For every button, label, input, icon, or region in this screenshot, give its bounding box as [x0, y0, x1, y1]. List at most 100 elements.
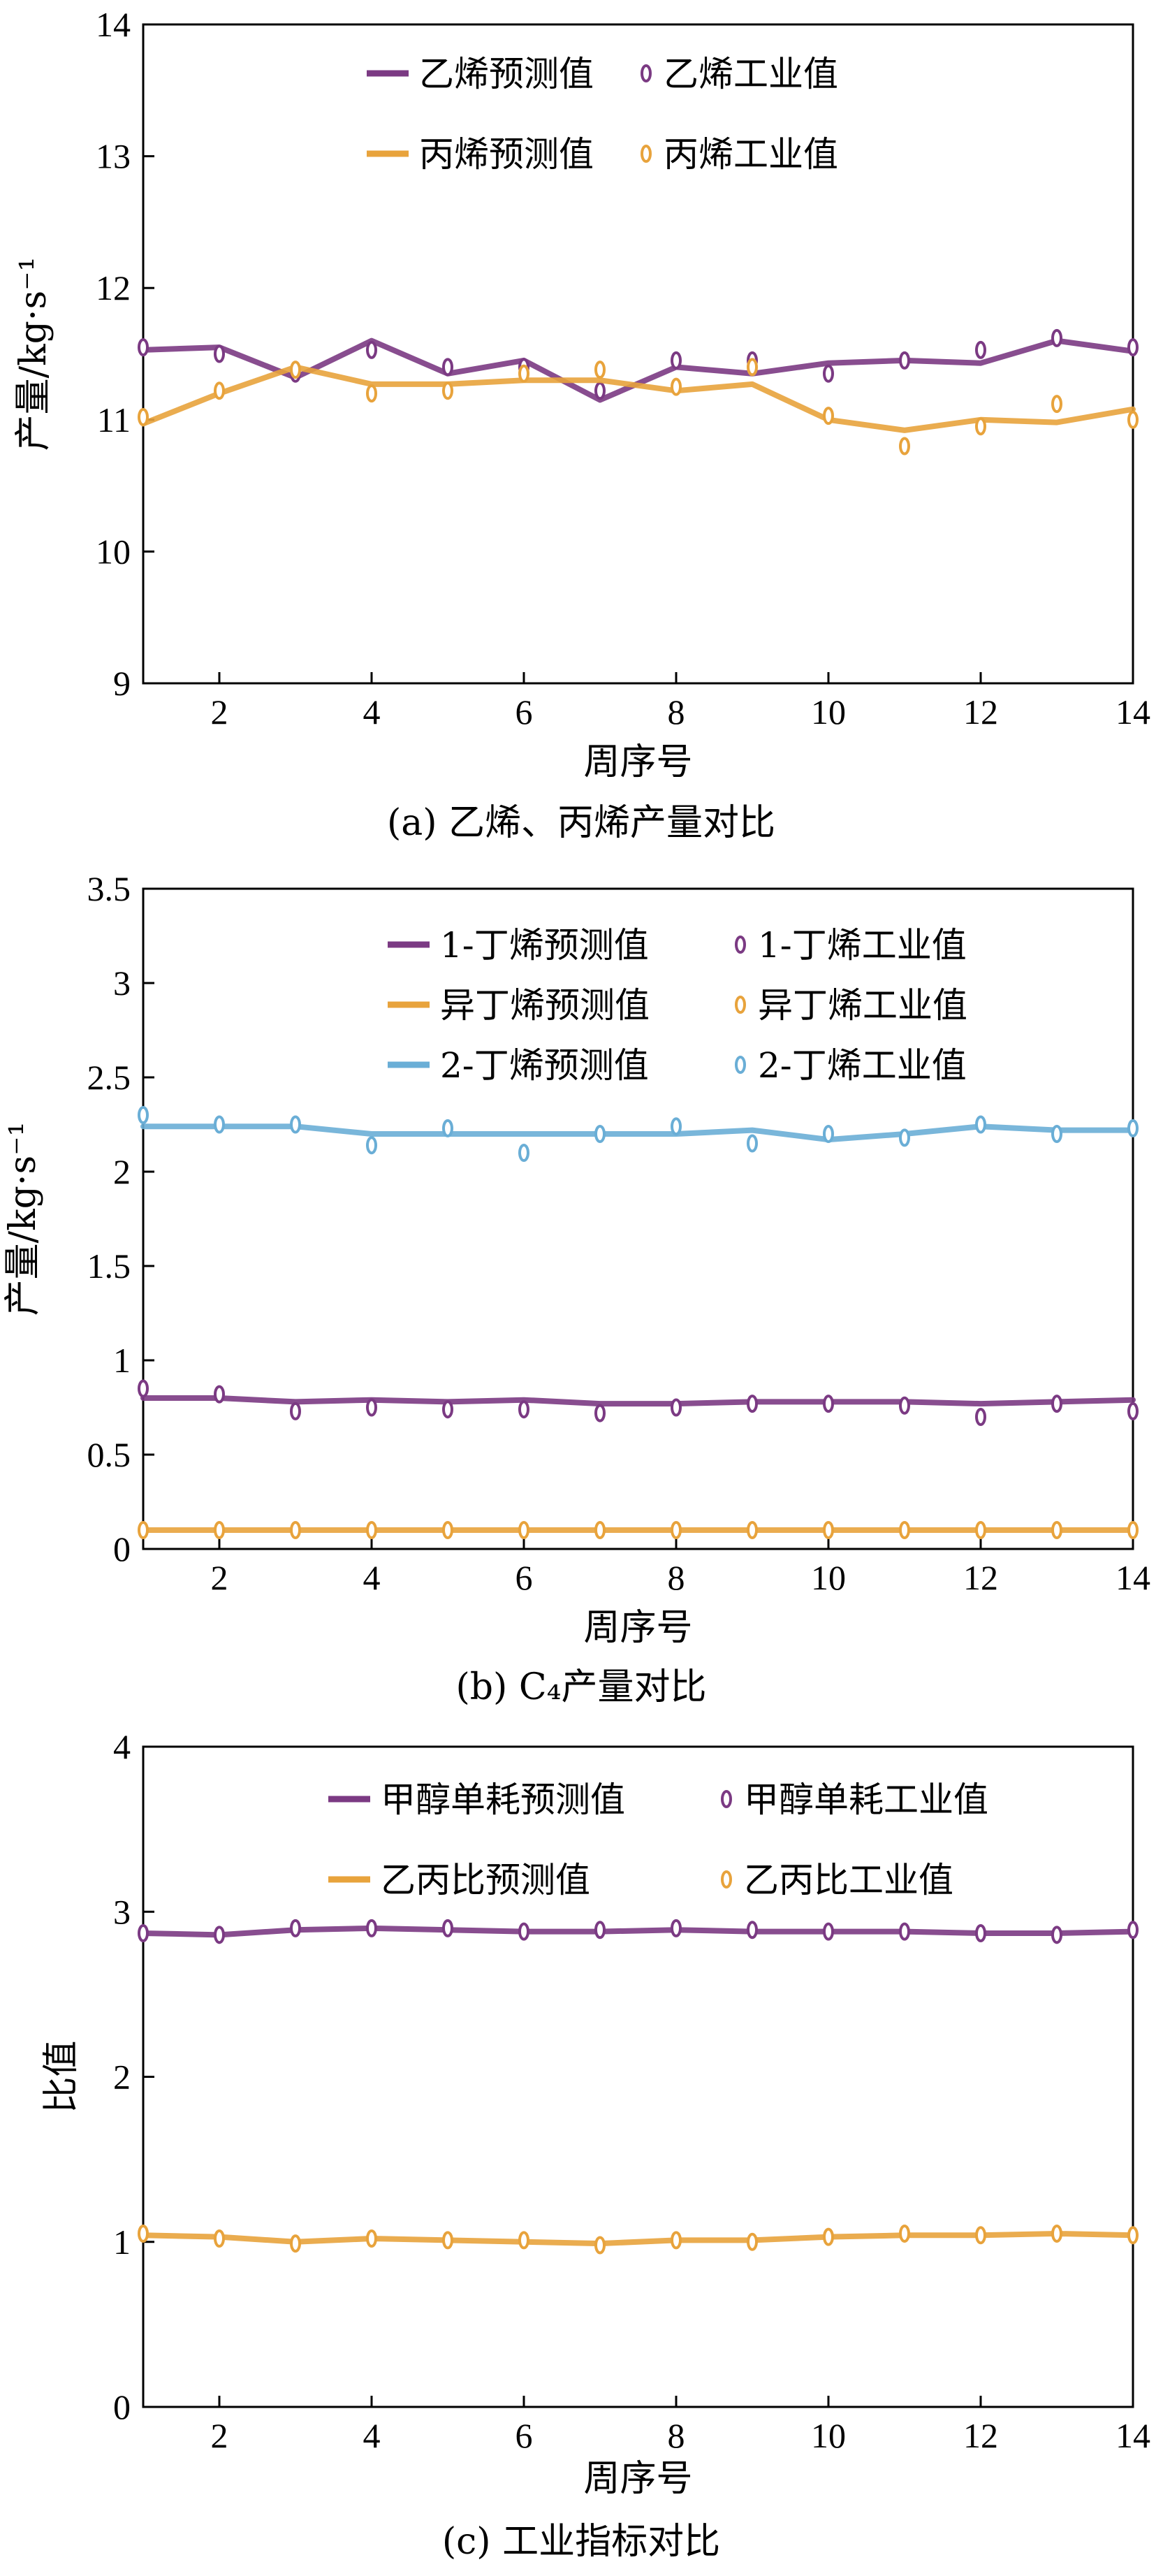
data-point	[138, 1923, 149, 1942]
data-point	[671, 377, 682, 396]
data-point	[290, 1521, 301, 1539]
legend-marker-swatch	[735, 1056, 746, 1074]
x-tick-label: 10	[811, 1558, 846, 1597]
x-tick-label: 6	[515, 2416, 533, 2455]
data-point	[594, 361, 606, 379]
data-point	[290, 1919, 301, 1937]
data-point	[366, 2229, 377, 2248]
legend-entry: 乙烯预测值	[419, 54, 594, 94]
data-point	[366, 1521, 377, 1539]
series-丙烯工业值	[138, 358, 1139, 456]
data-point	[747, 1521, 758, 1539]
y-tick-label: 3	[113, 963, 131, 1003]
data-point	[594, 1404, 606, 1422]
data-point	[1051, 1926, 1062, 1944]
data-point	[442, 1400, 453, 1419]
data-point	[518, 1400, 529, 1419]
data-point	[442, 1521, 453, 1539]
data-point	[290, 361, 301, 379]
data-point	[1051, 2224, 1062, 2243]
data-point	[594, 381, 606, 400]
data-point	[899, 1396, 910, 1415]
data-point	[823, 1922, 834, 1941]
data-point	[671, 1919, 682, 1937]
data-point	[823, 364, 834, 383]
data-point	[594, 1921, 606, 1940]
y-tick-label: 14	[96, 5, 131, 44]
data-point	[138, 1379, 149, 1398]
data-point	[1127, 1402, 1139, 1420]
legend-entry: 异丁烯预测值	[440, 985, 650, 1026]
chart-panel-1: 9 10 11 12 13 14 2 4 6 8 10 12 14 周序号 产量/kg·s⁻¹ (a) 乙烯、…	[13, 5, 1150, 844]
plot-frame	[142, 887, 1134, 1550]
series-line	[140, 1123, 1136, 1143]
data-point	[138, 1521, 149, 1539]
legend-marker-swatch	[721, 1790, 732, 1808]
x-tick-label: 6	[515, 1558, 533, 1597]
chart-caption: (a) 乙烯、丙烯产量对比	[387, 802, 775, 844]
x-axis-title: 周序号	[583, 1607, 692, 1649]
data-point	[1051, 1521, 1062, 1539]
data-point	[1051, 1395, 1062, 1413]
legend-entry: 1-丁烯预测值	[440, 925, 649, 966]
data-point	[1127, 2226, 1139, 2245]
series-line	[140, 2230, 1136, 2247]
data-point	[518, 1521, 529, 1539]
y-tick-label: 1	[113, 2222, 131, 2262]
legend-entry: 甲醇单耗预测值	[381, 1780, 625, 1820]
data-point	[518, 364, 529, 383]
data-point	[366, 384, 377, 403]
data-point	[975, 1408, 986, 1426]
data-point	[518, 2231, 529, 2250]
series-line	[140, 364, 1136, 433]
legend-entry: 丙烯工业值	[664, 134, 838, 175]
data-point	[899, 1128, 910, 1147]
legend-entry: 1-丁烯工业值	[758, 925, 967, 966]
data-point	[975, 1521, 986, 1539]
plot-frame	[142, 1745, 1134, 2408]
data-point	[671, 1117, 682, 1136]
series-line	[140, 1925, 1136, 1938]
y-tick-label: 4	[113, 1727, 131, 1766]
x-tick-label: 2	[211, 1558, 228, 1597]
data-point	[442, 1119, 453, 1137]
data-point	[442, 381, 453, 400]
y-axis-title: 比值	[41, 2040, 82, 2113]
x-tick-label: 12	[963, 2416, 998, 2455]
data-point	[442, 1919, 453, 1937]
x-tick-label: 10	[811, 692, 846, 732]
x-tick-label: 2	[211, 692, 228, 732]
x-tick-label: 8	[668, 1558, 685, 1597]
data-point	[214, 344, 225, 363]
legend-marker-swatch	[641, 145, 652, 163]
series-乙丙比预测值	[140, 2230, 1136, 2247]
data-point	[823, 1395, 834, 1413]
y-tick-label: 2.5	[87, 1058, 131, 1097]
data-point	[366, 1398, 377, 1417]
x-tick-label: 14	[1116, 692, 1150, 732]
data-point	[290, 1402, 301, 1420]
y-tick-label: 2	[113, 2058, 131, 2097]
data-point	[1127, 410, 1139, 429]
data-point	[899, 1521, 910, 1539]
data-point	[366, 1136, 377, 1155]
data-point	[975, 340, 986, 359]
x-tick-label: 12	[963, 692, 998, 732]
series-甲醇单耗工业值	[138, 1919, 1139, 1944]
legend-marker-swatch	[735, 936, 746, 954]
data-point	[214, 1926, 225, 1944]
data-point	[671, 1398, 682, 1417]
data-point	[671, 351, 682, 370]
data-point	[138, 408, 149, 427]
data-point	[138, 2224, 149, 2243]
data-point	[594, 1521, 606, 1539]
data-point	[214, 1385, 225, 1404]
data-point	[975, 2226, 986, 2245]
data-point	[1127, 338, 1139, 357]
y-tick-label: 3.5	[87, 869, 131, 908]
x-axis-title: 周序号	[583, 741, 692, 783]
data-point	[975, 1923, 986, 1942]
series-甲醇单耗预测值	[140, 1925, 1136, 1938]
y-tick-label: 10	[96, 532, 131, 571]
